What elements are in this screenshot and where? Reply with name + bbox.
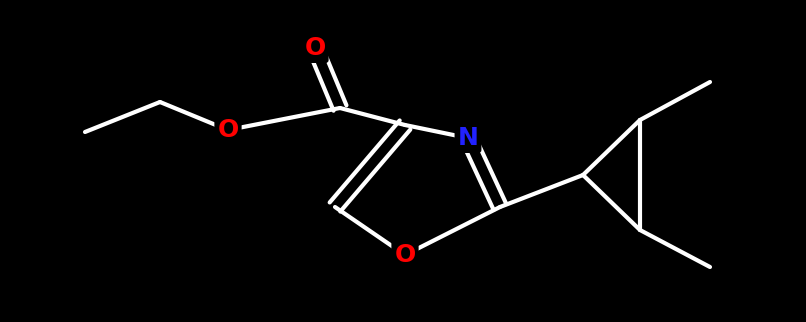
Text: O: O — [218, 118, 239, 142]
Text: N: N — [458, 126, 479, 150]
Text: O: O — [394, 243, 416, 267]
Text: O: O — [305, 36, 326, 60]
